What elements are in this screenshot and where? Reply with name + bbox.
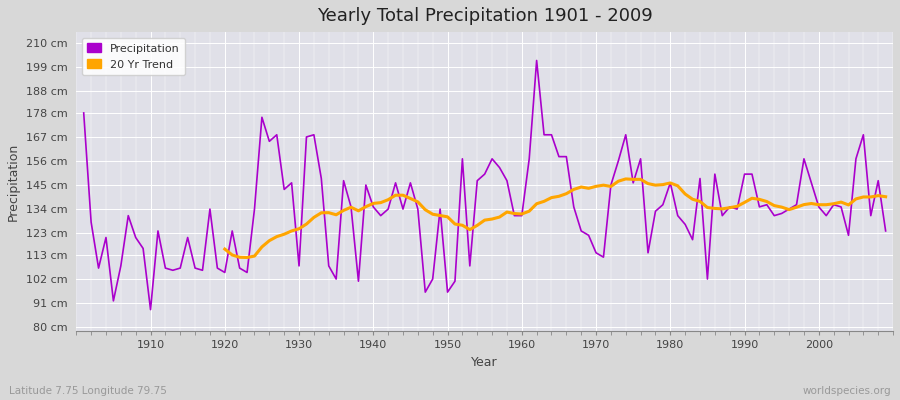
Precipitation: [138, 246, 148, 251]
20 Yr Trend: [798, 202, 809, 207]
20 Yr Trend: [695, 199, 706, 204]
Text: Latitude 7.75 Longitude 79.75: Latitude 7.75 Longitude 79.75: [9, 386, 166, 396]
Precipitation: [880, 228, 891, 233]
Precipitation: [517, 213, 527, 218]
20 Yr Trend: [242, 255, 253, 260]
Precipitation: [78, 110, 89, 115]
Title: Yearly Total Precipitation 1901 - 2009: Yearly Total Precipitation 1901 - 2009: [317, 7, 652, 25]
Precipitation: [309, 132, 320, 137]
X-axis label: Year: Year: [472, 356, 498, 369]
Text: worldspecies.org: worldspecies.org: [803, 386, 891, 396]
20 Yr Trend: [316, 210, 327, 215]
20 Yr Trend: [880, 194, 891, 199]
Precipitation: [524, 156, 535, 161]
Legend: Precipitation, 20 Yr Trend: Precipitation, 20 Yr Trend: [82, 38, 184, 75]
20 Yr Trend: [220, 247, 230, 252]
Line: 20 Yr Trend: 20 Yr Trend: [225, 179, 886, 258]
Precipitation: [531, 58, 542, 63]
Precipitation: [145, 307, 156, 312]
Precipitation: [353, 279, 364, 284]
20 Yr Trend: [784, 207, 795, 212]
Y-axis label: Precipitation: Precipitation: [7, 143, 20, 221]
20 Yr Trend: [866, 194, 877, 199]
Line: Precipitation: Precipitation: [84, 60, 886, 310]
20 Yr Trend: [428, 212, 438, 217]
Precipitation: [620, 132, 631, 137]
20 Yr Trend: [620, 176, 631, 181]
